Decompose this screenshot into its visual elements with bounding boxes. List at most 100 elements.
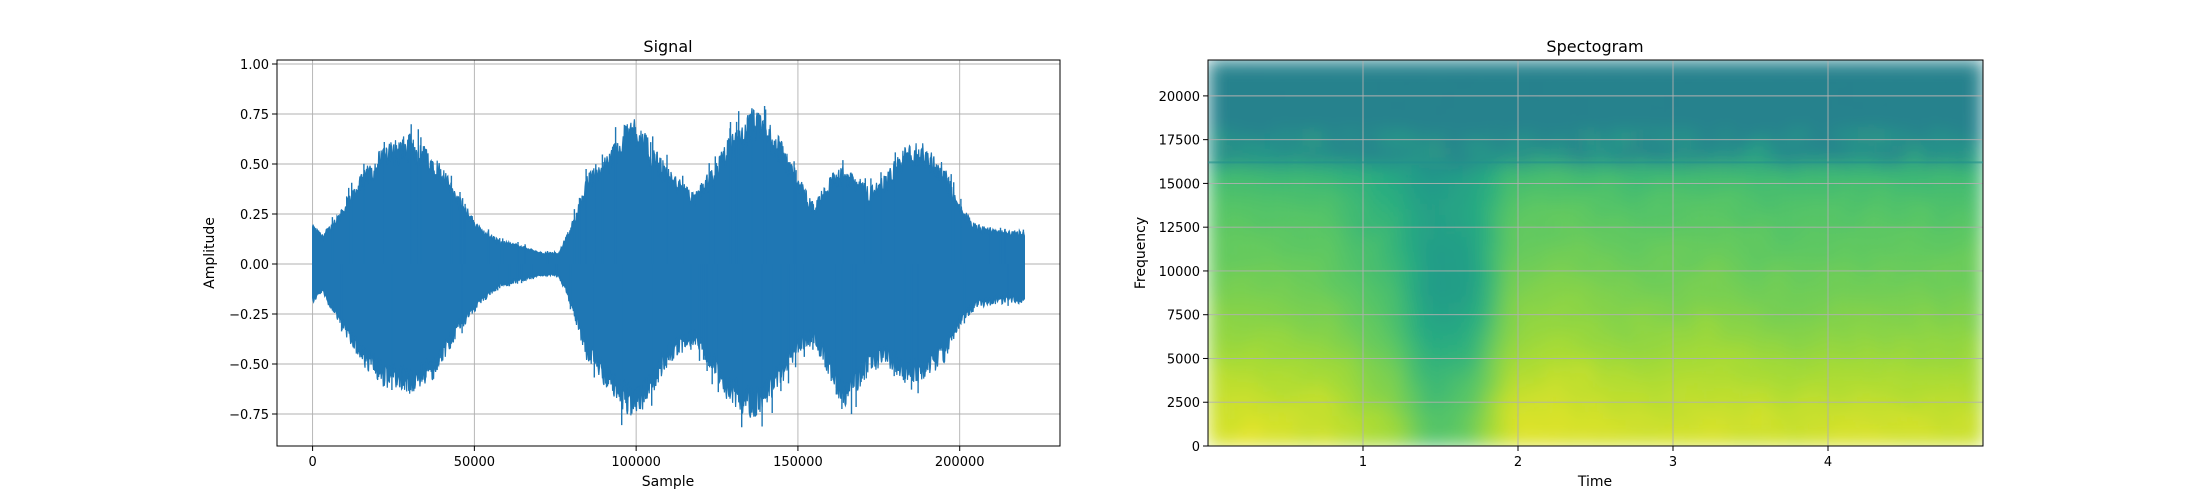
spectrogram-cell	[1398, 319, 1406, 326]
spectrogram-cell	[1595, 324, 1604, 331]
spectrogram-cell	[1236, 423, 1244, 430]
spectrogram-cell	[1264, 418, 1272, 425]
spectrogram-cell	[1609, 440, 1618, 446]
spectrogram-cell	[1609, 275, 1618, 282]
spectrogram-cell	[1651, 385, 1660, 392]
spectrogram-cell	[1595, 225, 1604, 232]
spectrogram-cell	[1320, 87, 1329, 94]
spectrogram-cell	[1299, 186, 1308, 193]
spectrogram-cell	[1320, 186, 1329, 193]
spectrogram-cell	[1363, 423, 1371, 430]
spectrogram-cell	[1496, 385, 1505, 392]
spectrogram-cell	[1327, 264, 1336, 271]
spectrogram-cell	[1334, 286, 1343, 293]
spectrogram-cell	[1539, 247, 1547, 254]
spectrogram-cell	[1489, 148, 1498, 155]
spectrogram-cell	[1680, 164, 1688, 171]
spectrogram-cell	[1496, 148, 1505, 155]
spectrogram-cell	[1215, 275, 1223, 282]
spectrogram-cell	[1666, 286, 1674, 293]
spectrogram-cell	[1658, 341, 1667, 348]
spectrogram-cell	[1412, 396, 1420, 403]
spectrogram-cell	[1454, 418, 1463, 425]
spectrogram-cell	[1595, 230, 1604, 237]
spectrogram-cell	[1673, 71, 1681, 78]
spectrogram-cell	[1398, 308, 1406, 315]
spectrogram-cell	[1609, 109, 1618, 116]
spectrogram-cell	[1609, 291, 1618, 298]
spectrogram-cell	[1405, 120, 1413, 127]
spectrogram-cell	[1482, 324, 1491, 331]
spectrogram-cell	[1370, 71, 1378, 78]
spectrogram-cell	[1313, 264, 1322, 271]
spectrogram-cell	[1595, 181, 1604, 188]
spectrogram-cell	[1384, 319, 1392, 326]
spectrogram-cell	[1243, 407, 1251, 414]
spectrogram-cell	[1250, 71, 1258, 78]
spectrogram-cell	[1299, 115, 1308, 122]
spectrogram-cell	[1581, 137, 1589, 144]
spectrogram-cell	[1511, 148, 1519, 155]
spectrogram-cell	[1285, 258, 1294, 265]
spectrogram-cell	[1623, 214, 1632, 221]
spectrogram-cell	[1588, 148, 1597, 155]
spectrogram-cell	[1546, 330, 1554, 337]
spectrogram-cell	[1264, 264, 1272, 271]
spectrogram-cell	[1602, 126, 1611, 133]
spectrogram-cell	[1503, 225, 1512, 232]
spectrogram-cell	[1553, 379, 1561, 386]
spectrogram-cell	[1680, 407, 1688, 414]
spectrogram-cell	[1581, 214, 1589, 221]
spectrogram-cell	[1412, 297, 1420, 304]
spectrogram-cell	[1496, 98, 1505, 105]
spectrogram-cell	[1567, 412, 1575, 419]
spectrogram-cell	[1518, 319, 1526, 326]
spectrogram-cell	[1588, 374, 1597, 381]
spectrogram-cell	[1553, 412, 1561, 419]
spectrogram-cell	[1553, 275, 1561, 282]
spectrogram-cell	[1532, 120, 1540, 127]
spectrogram-cell	[1637, 357, 1646, 364]
spectrogram-cell	[1215, 363, 1223, 370]
spectrogram-cell	[1348, 126, 1357, 133]
spectrogram-cell	[1630, 379, 1639, 386]
spectrogram-cell	[1602, 319, 1611, 326]
spectrogram-cell	[1278, 219, 1287, 226]
spectrogram-cell	[1356, 153, 1364, 160]
spectrogram-cell	[1334, 308, 1343, 315]
spectrogram-cell	[1581, 131, 1589, 138]
spectrogram-cell	[1687, 330, 1695, 337]
spectrogram-cell	[1334, 423, 1343, 430]
spectrogram-cell	[1644, 76, 1653, 83]
spectrogram-cell	[1250, 275, 1258, 282]
spectrogram-cell	[1419, 82, 1427, 89]
spectrogram-cell	[1271, 313, 1279, 320]
spectrogram-cell	[1222, 412, 1230, 419]
spectrogram-cell	[1426, 236, 1434, 243]
spectrogram-cell	[1327, 335, 1336, 342]
spectrogram-cell	[1440, 308, 1449, 315]
spectrogram-cell	[1644, 363, 1653, 370]
spectrogram-cell	[1475, 341, 1484, 348]
spectrogram-cell	[1433, 368, 1442, 375]
spectrogram-cell	[1363, 153, 1371, 160]
spectrogram-cell	[1292, 440, 1301, 446]
spectrogram-cell	[1320, 242, 1329, 249]
spectrogram-cell	[1405, 225, 1413, 232]
spectrogram-cell	[1560, 98, 1568, 105]
spectrogram-cell	[1264, 115, 1272, 122]
spectrogram-cell	[1511, 192, 1519, 199]
spectrogram-cell	[1334, 208, 1343, 215]
spectrogram-cell	[1482, 258, 1491, 265]
spectrogram-cell	[1525, 423, 1533, 430]
spectrogram-cell	[1496, 242, 1505, 249]
spectrogram-cell	[1306, 142, 1315, 149]
spectrogram-cell	[1609, 214, 1618, 221]
spectrogram-cell	[1574, 71, 1582, 78]
spectrogram-cell	[1334, 412, 1343, 419]
spectrogram-cell	[1658, 164, 1667, 171]
spectrogram-cell	[1525, 181, 1533, 188]
spectrogram-cell	[1644, 264, 1653, 271]
spectrogram-cell	[1405, 148, 1413, 155]
spectrogram-cell	[1503, 341, 1512, 348]
